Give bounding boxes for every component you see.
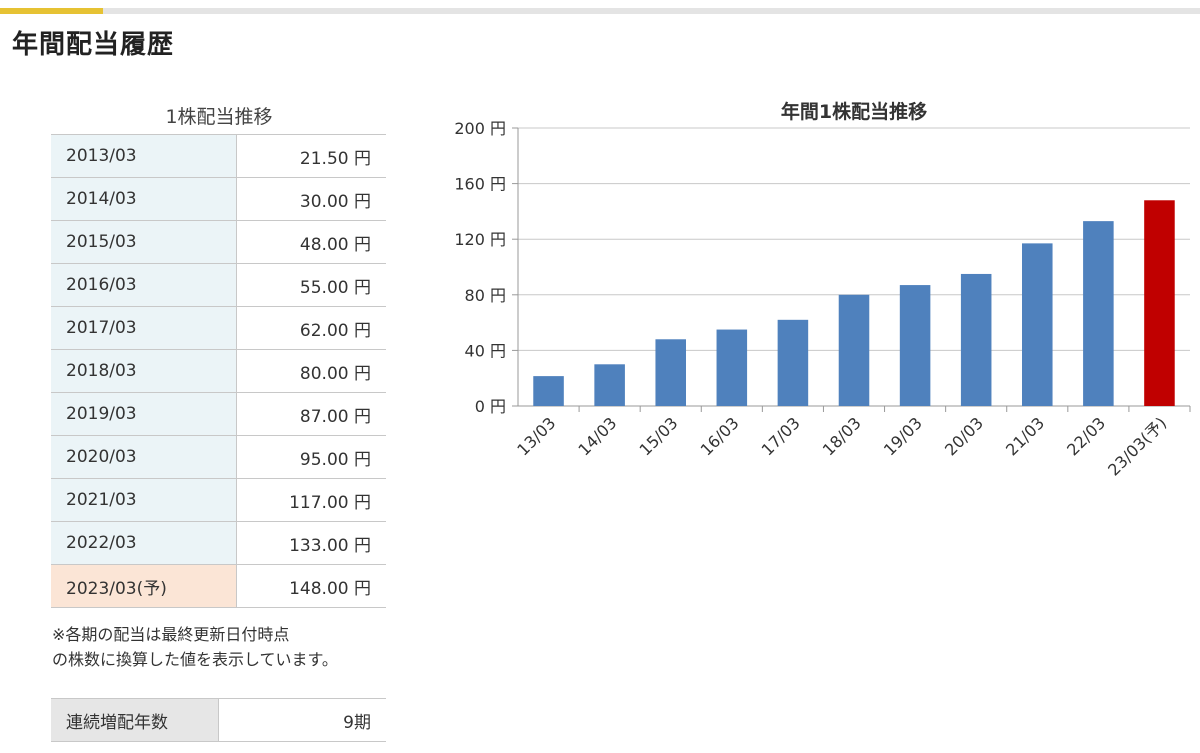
dividend-row: 2017/03 62.00 円 bbox=[51, 306, 386, 350]
dividend-amount-cell: 133.00 円 bbox=[236, 521, 386, 565]
bar bbox=[1144, 200, 1175, 406]
dividend-row: 2020/03 95.00 円 bbox=[51, 435, 386, 479]
dividend-table: 2013/03 21.50 円 2014/03 30.00 円 2015/03 48.00… bbox=[51, 134, 386, 608]
dividend-row: 2015/03 48.00 円 bbox=[51, 220, 386, 264]
x-tick-label: 15/03 bbox=[636, 413, 682, 459]
dividend-amount-cell: 55.00 円 bbox=[236, 263, 386, 307]
y-tick-label: 200 円 bbox=[454, 119, 506, 138]
x-tick-label: 16/03 bbox=[697, 413, 743, 459]
x-tick-label: 14/03 bbox=[574, 413, 620, 459]
x-tick-label: 17/03 bbox=[758, 413, 804, 459]
y-tick-label: 160 円 bbox=[454, 175, 506, 194]
bar bbox=[899, 285, 931, 406]
bar bbox=[1083, 221, 1114, 406]
dividend-amount-cell: 21.50 円 bbox=[236, 134, 386, 178]
x-tick-label: 23/03(予) bbox=[1104, 413, 1170, 479]
dividend-year-cell: 2014/03 bbox=[51, 177, 237, 221]
dividend-amount-cell: 148.00 円 bbox=[236, 564, 386, 608]
dividend-year-cell: 2017/03 bbox=[51, 306, 237, 350]
bar bbox=[960, 273, 992, 406]
x-tick-label: 21/03 bbox=[1002, 413, 1048, 459]
bar bbox=[1022, 243, 1053, 406]
dividend-row: 2013/03 21.50 円 bbox=[51, 134, 386, 178]
dividend-amount-cell: 30.00 円 bbox=[236, 177, 386, 221]
dividend-amount-cell: 87.00 円 bbox=[236, 392, 386, 436]
dividend-row: 2018/03 80.00 円 bbox=[51, 349, 386, 393]
dividend-row: 2023/03(予) 148.00 円 bbox=[51, 564, 386, 608]
dividend-row: 2014/03 30.00 円 bbox=[51, 177, 386, 221]
top-divider bbox=[0, 8, 1200, 14]
x-tick-label: 22/03 bbox=[1063, 413, 1109, 459]
dividend-note-line1: ※各期の配当は最終更新日付時点 bbox=[52, 625, 290, 644]
dividend-year-cell: 2013/03 bbox=[51, 134, 237, 178]
dividend-year-cell: 2016/03 bbox=[51, 263, 237, 307]
bar bbox=[716, 329, 748, 406]
section-title: 年間配当履歴 bbox=[12, 30, 175, 60]
streak-row: 連続増配年数 9期 bbox=[51, 698, 386, 742]
dividend-row: 2022/03 133.00 円 bbox=[51, 521, 386, 565]
bar bbox=[838, 294, 870, 406]
dividend-amount-cell: 80.00 円 bbox=[236, 349, 386, 393]
x-tick-label: 18/03 bbox=[819, 413, 865, 459]
dividend-year-cell: 2022/03 bbox=[51, 521, 237, 565]
y-tick-label: 80 円 bbox=[465, 286, 506, 305]
dividend-year-cell: 2020/03 bbox=[51, 435, 237, 479]
streak-table: 連続増配年数 9期 bbox=[51, 698, 386, 742]
bar bbox=[655, 339, 686, 406]
dividend-amount-cell: 62.00 円 bbox=[236, 306, 386, 350]
dividend-row: 2016/03 55.00 円 bbox=[51, 263, 386, 307]
dividend-amount-cell: 117.00 円 bbox=[236, 478, 386, 522]
x-tick-label: 20/03 bbox=[941, 413, 987, 459]
y-tick-label: 0 円 bbox=[475, 397, 506, 416]
bar bbox=[533, 376, 564, 406]
dividend-row: 2019/03 87.00 円 bbox=[51, 392, 386, 436]
y-tick-label: 40 円 bbox=[465, 341, 506, 360]
top-divider-accent bbox=[0, 8, 103, 14]
dividend-year-cell: 2018/03 bbox=[51, 349, 237, 393]
dividend-year-cell: 2021/03 bbox=[51, 478, 237, 522]
dividend-year-cell: 2019/03 bbox=[51, 392, 237, 436]
dividend-bar-chart: 年間1株配当推移 0 円 40 円 80 円 120 円 160 円 200 円 13/03 1… bbox=[454, 100, 1191, 480]
dividend-amount-cell: 95.00 円 bbox=[236, 435, 386, 479]
streak-label: 連続増配年数 bbox=[51, 698, 219, 742]
y-tick-label: 120 円 bbox=[454, 230, 506, 249]
x-tick-label: 19/03 bbox=[880, 413, 926, 459]
dividend-note-line2: の株数に換算した値を表示しています。 bbox=[52, 650, 338, 669]
chart-title: 年間1株配当推移 bbox=[781, 100, 927, 123]
bar bbox=[777, 319, 809, 406]
dividend-year-cell: 2023/03(予) bbox=[51, 564, 237, 608]
streak-value: 9期 bbox=[218, 698, 386, 742]
dividend-note: ※各期の配当は最終更新日付時点 の株数に換算した値を表示しています。 bbox=[52, 622, 397, 672]
dividend-amount-cell: 48.00 円 bbox=[236, 220, 386, 264]
dividend-table-caption: 1株配当推移 bbox=[165, 106, 273, 128]
dividend-row: 2021/03 117.00 円 bbox=[51, 478, 386, 522]
x-tick-label: 13/03 bbox=[513, 413, 559, 459]
dividend-year-cell: 2015/03 bbox=[51, 220, 237, 264]
bar bbox=[594, 364, 625, 406]
